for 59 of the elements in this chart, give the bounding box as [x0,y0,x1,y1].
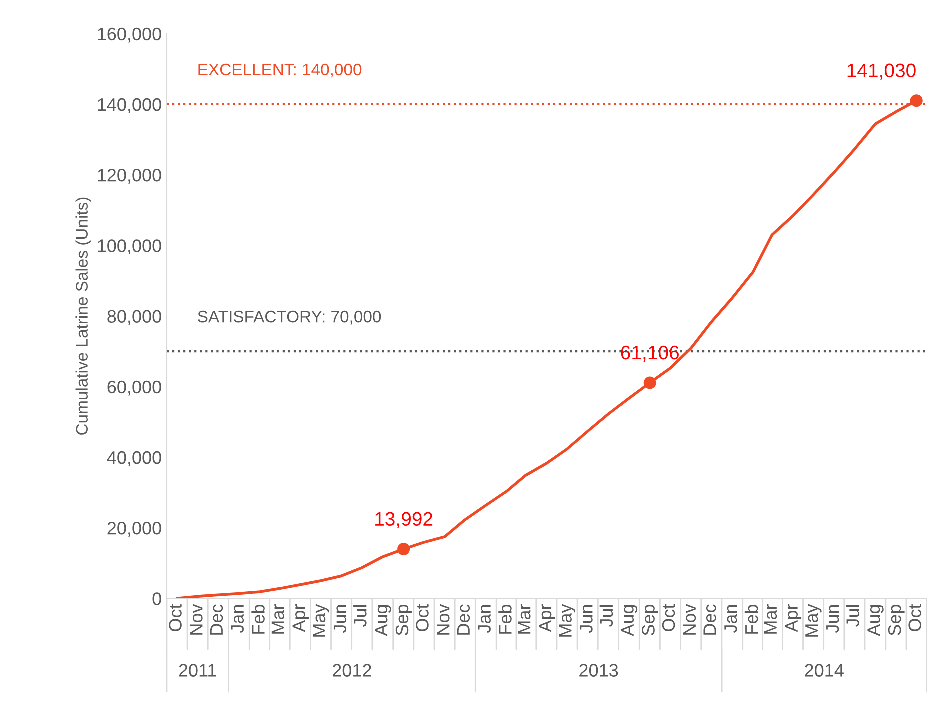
point [910,94,923,108]
x-tick-label: Mar [518,604,531,634]
x-tick-label: Nov [437,604,450,635]
x-tick-label: Feb [498,604,512,634]
point [398,543,410,556]
y-tick-label: 20,000 [108,522,162,537]
x-tick-label: Mar [764,604,778,634]
x-tick-label: Feb [252,604,265,634]
x-tick-label: Jul [846,605,860,628]
y-tick-label: 80,000 [108,310,162,326]
x-tick-label: Oct [169,604,182,632]
x-tick-label: Dec [457,604,470,635]
y-tick-label: 60,000 [108,380,162,396]
x-tick-label: May [806,604,822,637]
y-tick-label: 140,000 [98,98,162,114]
x-tick-label: Jun [826,605,840,634]
x-tick-label: Apr [785,604,802,632]
x-tick-label: Apr [292,604,309,632]
text: 2011 [179,664,216,677]
y-tick-label: 0 [152,592,162,606]
x-tick-label: May [313,604,330,637]
y-tick-label: 100,000 [98,240,162,255]
text: 2012 [333,664,372,677]
x-tick-label: Aug [868,605,884,636]
x-tick-label: Feb [744,604,758,634]
x-tick-label: Nov [684,604,696,635]
x-tick-label: May [559,604,576,637]
data-label: 141,030 [848,64,916,80]
x-tick-label: Oct [416,604,429,632]
x-tick-label: Apr [539,604,556,632]
ref-line-label: EXCELLENT: 140,000 [198,64,362,78]
text: 2014 [805,664,844,677]
y-axis-title: Cumulative Latrine Sales (Units) [76,198,92,435]
x-tick-label: Jun [334,605,347,634]
x-tick-label: Oct [908,604,922,632]
x-tick-label: Nov [190,604,203,635]
y-tick-label: 40,000 [107,451,162,466]
x-tick-label: Jun [580,605,593,634]
data-label: 13,992 [376,512,433,528]
text: 2013 [580,664,618,677]
y-tick-label: 160,000 [98,28,162,43]
x-tick-label: Jul [600,605,614,628]
point [644,376,656,390]
x-tick-label: Aug [375,605,392,636]
x-tick-label: Jan [478,605,491,634]
x-tick-label: Jan [231,605,244,634]
x-tick-label: Aug [621,605,638,636]
x-tick-label: Oct [662,604,676,632]
x-tick-label: Jan [724,605,738,634]
x-tick-label: Mar [272,604,284,634]
x-tick-label: Sep [642,605,659,636]
x-tick-label: Sep [396,605,412,636]
x-tick-label: Sep [888,605,905,636]
ref-line-label: SATISFACTORY: 70,000 [198,310,382,325]
x-tick-label: Jul [354,605,367,628]
x-tick-label: Dec [704,604,716,635]
x-tick-label: Dec [210,604,224,635]
data-label: 61,106 [621,346,679,362]
y-tick-label: 120,000 [98,169,162,184]
